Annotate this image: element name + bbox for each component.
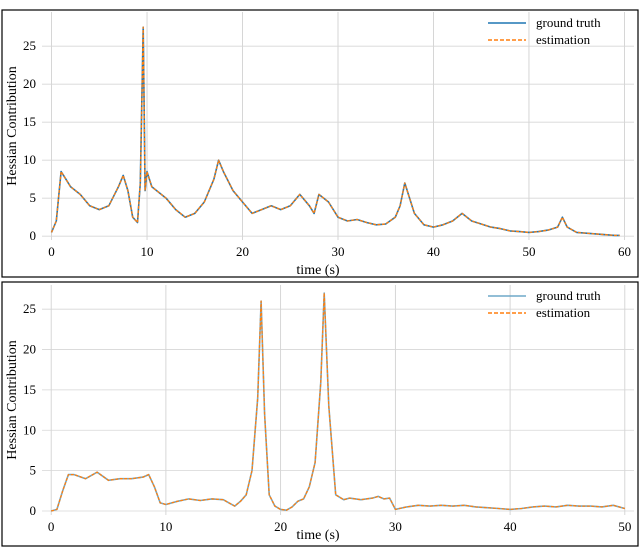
series-line-ground-truth bbox=[50, 26, 620, 237]
x-tick-label: 40 bbox=[427, 244, 440, 259]
y-tick-label: 20 bbox=[23, 76, 36, 91]
x-tick-label: 20 bbox=[274, 519, 287, 534]
y-tick-label: 15 bbox=[23, 114, 36, 129]
y-tick-label: 5 bbox=[30, 190, 37, 205]
series-line-estimation bbox=[51, 292, 625, 512]
x-tick-label: 0 bbox=[48, 244, 55, 259]
legend-label: ground truth bbox=[536, 288, 601, 303]
x-tick-label: 10 bbox=[159, 519, 172, 534]
series-line-ground-truth bbox=[50, 292, 626, 512]
x-tick-label: 50 bbox=[618, 519, 631, 534]
legend: ground truth estimation bbox=[488, 15, 601, 47]
legend-label: ground truth bbox=[536, 15, 601, 30]
legend-label: estimation bbox=[536, 305, 591, 320]
x-axis-label: time (s) bbox=[296, 528, 339, 543]
chart-panel-1: 0 10 20 30 40 50 60 0 5 10 15 20 25 time (s) Hessian C… bbox=[1, 9, 639, 278]
y-tick-label: 10 bbox=[23, 152, 36, 167]
y-axis-label: Hessian Contribution bbox=[5, 340, 20, 459]
y-tick-label: 5 bbox=[30, 463, 37, 478]
series-line-estimation bbox=[50, 26, 620, 237]
chart-panel-2: 0 10 20 30 40 50 0 5 10 15 20 25 time (s) Hessian Con… bbox=[1, 281, 639, 547]
y-tick-label: 15 bbox=[23, 382, 36, 397]
x-axis-label: time (s) bbox=[296, 263, 339, 278]
legend-label: estimation bbox=[536, 32, 591, 47]
panel-frame bbox=[1, 9, 639, 278]
x-tick-label: 60 bbox=[618, 244, 631, 259]
y-axis-label: Hessian Contribution bbox=[5, 66, 20, 185]
y-tick-label: 0 bbox=[30, 503, 37, 518]
x-tick-label: 10 bbox=[141, 244, 154, 259]
x-tick-label: 0 bbox=[48, 519, 55, 534]
x-tick-label: 30 bbox=[332, 244, 345, 259]
y-tick-label: 25 bbox=[23, 301, 36, 316]
y-tick-label: 0 bbox=[30, 228, 37, 243]
x-tick-label: 40 bbox=[504, 519, 517, 534]
panel-frame bbox=[1, 281, 639, 547]
y-tick-label: 20 bbox=[23, 342, 36, 357]
legend: ground truth estimation bbox=[488, 288, 601, 320]
x-tick-label: 30 bbox=[389, 519, 402, 534]
y-tick-label: 10 bbox=[23, 422, 36, 437]
x-tick-label: 50 bbox=[522, 244, 535, 259]
x-tick-label: 20 bbox=[236, 244, 249, 259]
y-tick-label: 25 bbox=[23, 38, 36, 53]
